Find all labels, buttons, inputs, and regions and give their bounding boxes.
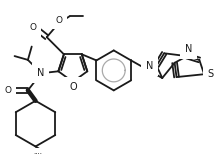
Text: O: O <box>69 82 77 92</box>
Text: ····: ···· <box>33 151 42 156</box>
Text: N: N <box>37 68 44 78</box>
Text: N: N <box>146 61 154 71</box>
Text: O: O <box>56 16 63 24</box>
Text: O: O <box>30 23 37 32</box>
Text: O: O <box>4 86 11 95</box>
Text: S: S <box>208 69 214 79</box>
Text: N: N <box>185 44 193 54</box>
